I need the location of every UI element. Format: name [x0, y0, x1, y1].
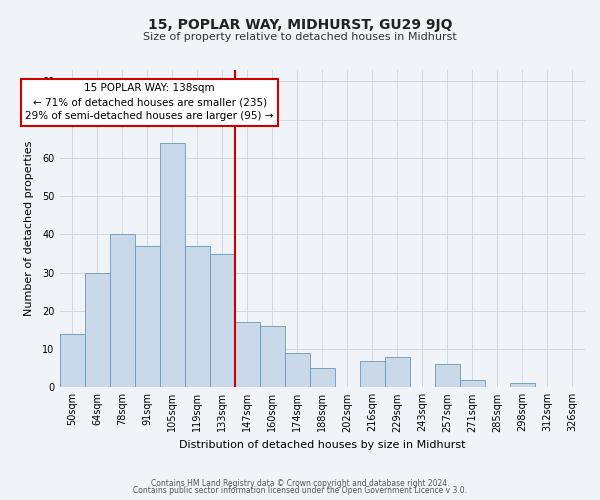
Bar [160, 142, 185, 388]
Bar [85, 272, 110, 388]
Bar [435, 364, 460, 388]
Text: 15 POPLAR WAY: 138sqm
← 71% of detached houses are smaller (235)
29% of semi-det: 15 POPLAR WAY: 138sqm ← 71% of detached … [25, 84, 274, 122]
Bar [235, 322, 260, 388]
Bar [260, 326, 285, 388]
Bar [110, 234, 134, 388]
X-axis label: Distribution of detached houses by size in Midhurst: Distribution of detached houses by size … [179, 440, 466, 450]
Text: Size of property relative to detached houses in Midhurst: Size of property relative to detached ho… [143, 32, 457, 42]
Text: Contains HM Land Registry data © Crown copyright and database right 2024.: Contains HM Land Registry data © Crown c… [151, 478, 449, 488]
Bar [360, 360, 385, 388]
Y-axis label: Number of detached properties: Number of detached properties [24, 141, 34, 316]
Text: Contains public sector information licensed under the Open Government Licence v : Contains public sector information licen… [133, 486, 467, 495]
Text: 15, POPLAR WAY, MIDHURST, GU29 9JQ: 15, POPLAR WAY, MIDHURST, GU29 9JQ [148, 18, 452, 32]
Bar [385, 356, 410, 388]
Bar [510, 384, 535, 388]
Bar [185, 246, 209, 388]
Bar [209, 254, 235, 388]
Bar [134, 246, 160, 388]
Bar [310, 368, 335, 388]
Bar [460, 380, 485, 388]
Bar [285, 353, 310, 388]
Bar [59, 334, 85, 388]
